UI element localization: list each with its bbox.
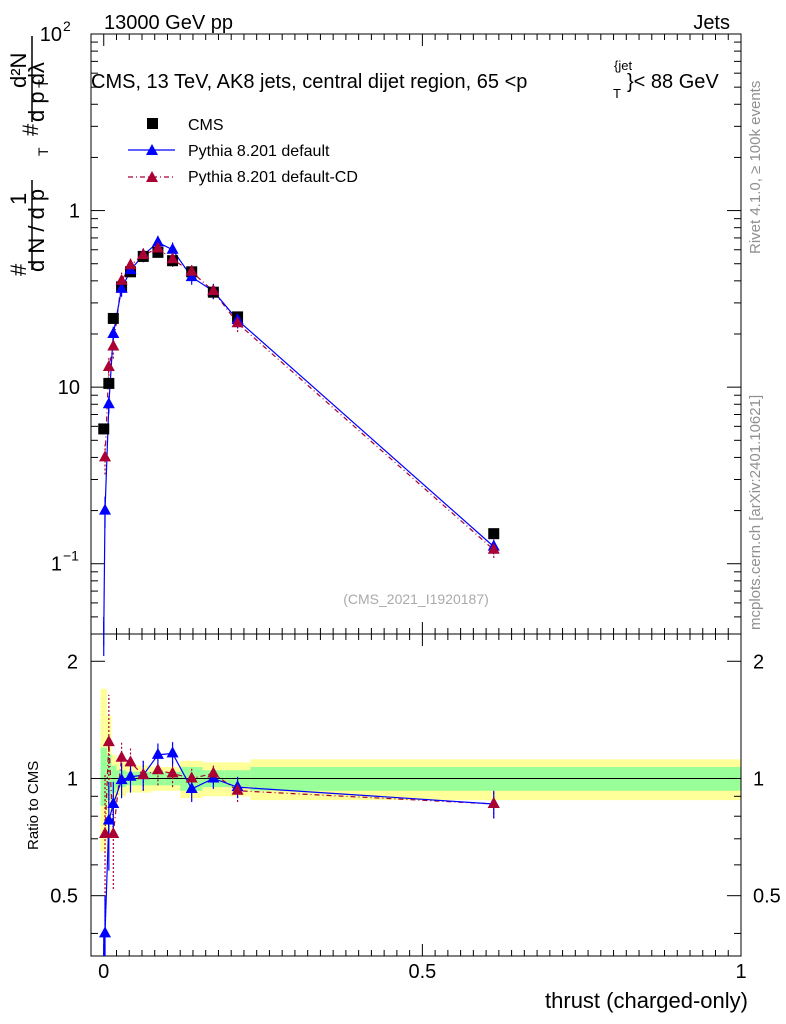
ratio-uncertainty-bands [100,688,741,852]
main-y-axis-label: # 1 d N / d p T # d²N d p dλ T [6,36,51,276]
ratio-pythia-cd-point-7 [166,766,179,778]
ratio-pythia-cd-point-0 [99,827,112,839]
main-pythia-cd-point-10 [231,316,244,328]
main-y-tick-label-1: 1 [69,201,80,223]
header-right: Jets [693,12,730,34]
main-pythia-default-point-1 [99,503,112,515]
ratio-pythia-cd-point-5 [137,768,150,780]
plot-title: CMS, 13 TeV, AK8 jets, central dijet reg… [91,58,719,101]
ratio-pythia-default-point-8 [166,746,179,758]
ylabel-hash-2: # [18,123,43,136]
main-y-tick-label-0: 10 [40,24,62,46]
main-y-tick-label-2: 10 [58,377,80,399]
main-pythia-cd-point-6 [151,241,164,253]
main-pythia-cd-point-9 [207,284,220,296]
ratio-pythia-default-point-5 [124,769,137,781]
main-cms-point-11 [488,528,500,540]
ratio-pythia-default-point-4 [115,773,128,785]
legend: CMS Pythia 8.201 default Pythia 8.201 de… [128,117,358,186]
x-tick-label-2: 1 [735,961,746,983]
ratio-pythia-cd-point-2 [107,827,120,839]
main-pythia-cd-point-7 [166,252,179,264]
ratio-series [99,694,500,957]
main-pythia-cd-point-8 [185,264,198,276]
main-pythia-default-point-4 [115,281,128,293]
legend-marker-cms [147,118,158,129]
band-green-2 [111,765,117,793]
ratio-pythia-default-point-1 [99,926,112,938]
ylabel-dN-dpT: d N / d p [24,189,49,272]
axis-ticks [91,33,742,956]
mcplots-reference-text: mcplots.cern.ch [arXiv:2401.10621] [747,395,764,630]
ratio-pythia-cd-point-10 [231,783,244,795]
main-cms-point-1 [103,377,115,389]
ratio-pythia-cd-point-6 [151,763,164,775]
main-pythia-cd-point-11 [487,542,500,554]
main-cms-point-2 [107,312,119,324]
ylabel-T-sub-1: T [35,147,51,156]
ylabel-dpT-dlambda: d p dλ [24,62,49,122]
x-axis-label: thrust (charged-only) [545,988,748,1013]
legend-label-pythia-default: Pythia 8.201 default [188,143,330,160]
main-series [98,235,500,657]
ratio-plot-frame [90,633,742,957]
ratio-pythia-default-point-9 [185,781,198,793]
main-pythia-default-point-8 [166,242,179,254]
ylabel-d2N: d²N [6,53,31,88]
main-y-tick-exponent-3: −1 [63,548,79,564]
ylabel-T-sub-2: T [35,79,51,88]
ratio-pythia-cd-point-3 [115,750,128,762]
legend-label-cms: CMS [188,117,224,134]
main-pythia-default-line [103,241,495,635]
ratio-y-tick-label-left-1: 1 [67,768,78,790]
main-pythia-cd-line [104,247,495,551]
main-pythia-cd-point-1 [102,360,115,372]
title-tail-text: }< 88 GeV [627,71,719,93]
x-tick-label-1: 0.5 [408,961,436,983]
ratio-y-tick-label-left-2: 0.5 [50,886,78,908]
ylabel-hash-1: # [6,263,31,276]
ratio-pythia-cd-point-1 [102,735,115,747]
x-tick-label-0: 0 [98,961,109,983]
rivet-version-text: Rivet 4.1.0, ≥ 100k events [747,81,764,254]
ratio-pythia-default-point-3 [107,796,120,808]
band-green-1 [106,754,112,801]
main-y-tick-exponent-0: 2 [63,18,71,34]
title-main-text: CMS, 13 TeV, AK8 jets, central dijet reg… [91,71,527,93]
ratio-pythia-default-point-7 [151,747,164,759]
analysis-watermark: (CMS_2021_I1920187) [343,591,489,607]
main-pythia-default-point-7 [151,235,164,247]
main-pythia-cd-point-5 [137,248,150,260]
ylabel-one: 1 [6,193,31,205]
ratio-pythia-cd-point-8 [185,771,198,783]
ratio-pythia-cd-line [104,742,494,835]
ratio-y-tick-label-right-2: 0.5 [753,886,781,908]
main-pythia-default-point-3 [107,327,120,338]
ratio-pythia-default-point-2 [102,813,115,825]
legend-marker-pythia-default [146,144,158,155]
band-green-0 [100,747,107,806]
main-cms-point-0 [98,423,110,435]
main-y-tick-label-3: 1 [51,554,62,576]
main-pythia-cd-point-2 [107,339,120,351]
ratio-y-tick-label-left-0: 2 [67,651,78,673]
ratio-y-tick-label-right-1: 1 [753,768,764,790]
header-left: 13000 GeV pp [104,12,233,34]
main-pythia-cd-point-0 [99,450,112,462]
main-pythia-cd-point-3 [115,273,128,285]
title-superscript: {jet [614,58,632,73]
main-pythia-default-point-2 [102,397,115,409]
ratio-y-tick-label-right-0: 2 [753,651,764,673]
legend-label-pythia-cd: Pythia 8.201 default-CD [188,169,358,186]
ratio-pythia-cd-point-9 [207,766,220,778]
title-subscript: T [613,86,621,101]
ratio-pythia-cd-point-4 [124,755,137,767]
ratio-y-axis-label: Ratio to CMS [25,761,42,850]
legend-marker-pythia-cd [146,171,158,182]
main-pythia-cd-point-4 [124,258,137,270]
ratio-pythia-cd-point-11 [487,796,500,808]
